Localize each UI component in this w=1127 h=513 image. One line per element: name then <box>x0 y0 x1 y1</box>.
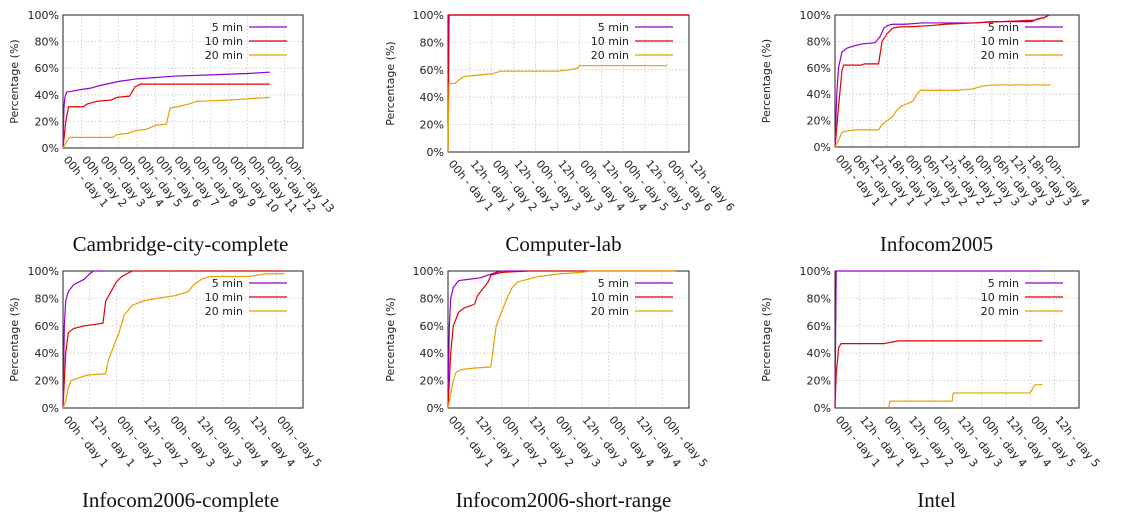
legend-label: 20 min <box>205 305 243 318</box>
series-line-20-min <box>447 65 668 153</box>
series-line-10-min <box>62 83 270 149</box>
caption-infocom2006-complete: Infocom2006-complete <box>81 488 280 512</box>
legend-label: 10 min <box>205 291 243 304</box>
series-line-10-min <box>447 270 676 409</box>
y-axis-label: Percentage (%) <box>384 41 397 125</box>
legend-label: 20 min <box>981 49 1019 62</box>
caption-infocom2005: Infocom2005 <box>879 232 994 256</box>
y-tick-label: 20% <box>420 375 444 388</box>
series-line-5-min <box>834 14 1050 148</box>
y-tick-label: 0% <box>814 402 831 415</box>
y-tick-label: 80% <box>420 292 444 305</box>
series-line-20-min <box>834 84 1052 148</box>
y-tick-label: 40% <box>420 91 444 104</box>
plot-frame <box>62 270 304 409</box>
legend-label: 10 min <box>591 35 629 48</box>
legend-label: 20 min <box>591 49 629 62</box>
y-tick-label: 60% <box>807 62 831 75</box>
legend-label: 10 min <box>205 35 243 48</box>
y-tick-label: 80% <box>807 292 831 305</box>
y-tick-label: 100% <box>28 265 59 278</box>
y-tick-label: 0% <box>42 402 59 415</box>
series-line-5-min <box>447 14 689 153</box>
y-tick-label: 40% <box>420 347 444 360</box>
y-tick-label: 60% <box>35 62 59 75</box>
y-axis-label: Percentage (%) <box>760 297 773 381</box>
series-line-20-min <box>62 273 285 409</box>
caption-computer-lab: Computer-lab <box>505 232 622 256</box>
legend-label: 5 min <box>988 21 1019 34</box>
plot-frame <box>447 14 690 153</box>
legend-label: 5 min <box>598 277 629 290</box>
y-tick-label: 80% <box>35 36 59 49</box>
y-tick-label: 100% <box>413 9 444 22</box>
y-tick-label: 80% <box>807 35 831 48</box>
y-axis-label: Percentage (%) <box>384 297 397 381</box>
y-tick-label: 40% <box>807 88 831 101</box>
legend-label: 5 min <box>598 21 629 34</box>
y-tick-label: 0% <box>814 141 831 154</box>
plot-frame <box>447 270 690 409</box>
y-tick-label: 40% <box>35 89 59 102</box>
y-axis-label: Percentage (%) <box>760 39 773 123</box>
legend-label: 5 min <box>988 277 1019 290</box>
legend-label: 20 min <box>981 305 1019 318</box>
legend-label: 5 min <box>212 21 243 34</box>
series-line-5-min <box>62 270 103 409</box>
legend-label: 10 min <box>981 291 1019 304</box>
series-line-20-min <box>888 384 1043 409</box>
plot-frame <box>834 14 1080 148</box>
series-line-5-min <box>834 270 1043 409</box>
y-axis-label: Percentage (%) <box>8 39 21 123</box>
y-tick-label: 100% <box>800 265 831 278</box>
legend-label: 20 min <box>591 305 629 318</box>
y-tick-label: 0% <box>42 142 59 155</box>
series-line-5-min <box>447 270 529 409</box>
series-line-10-min <box>62 270 285 409</box>
y-tick-label: 20% <box>420 119 444 132</box>
y-tick-label: 40% <box>807 347 831 360</box>
y-tick-label: 20% <box>807 375 831 388</box>
caption-cambridge: Cambridge-city-complete <box>72 232 289 256</box>
y-tick-label: 80% <box>420 36 444 49</box>
caption-infocom2006-short-range: Infocom2006-short-range <box>455 488 672 512</box>
y-tick-label: 60% <box>420 64 444 77</box>
legend-label: 20 min <box>205 49 243 62</box>
caption-intel: Intel <box>917 488 956 512</box>
y-tick-label: 40% <box>35 347 59 360</box>
series-line-20-min <box>62 96 270 149</box>
y-tick-label: 80% <box>35 292 59 305</box>
series-line-10-min <box>834 14 1050 148</box>
y-tick-label: 20% <box>35 115 59 128</box>
series-line-20-min <box>447 270 676 409</box>
series-line-10-min <box>834 340 1043 409</box>
series-line-10-min <box>447 14 689 153</box>
plot-frame <box>62 14 304 149</box>
y-tick-label: 0% <box>427 402 444 415</box>
y-tick-label: 60% <box>420 320 444 333</box>
y-tick-label: 60% <box>35 320 59 333</box>
legend-label: 10 min <box>591 291 629 304</box>
y-tick-label: 100% <box>800 9 831 22</box>
legend-label: 5 min <box>212 277 243 290</box>
legend-label: 10 min <box>981 35 1019 48</box>
y-tick-label: 100% <box>28 9 59 22</box>
y-tick-label: 60% <box>807 320 831 333</box>
y-axis-label: Percentage (%) <box>8 297 21 381</box>
y-tick-label: 20% <box>807 115 831 128</box>
y-tick-label: 100% <box>413 265 444 278</box>
y-tick-label: 0% <box>427 146 444 159</box>
series-line-5-min <box>62 71 270 149</box>
y-tick-label: 20% <box>35 375 59 388</box>
